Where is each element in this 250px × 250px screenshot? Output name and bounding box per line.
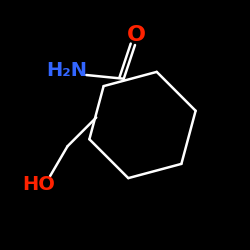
Text: O: O xyxy=(127,25,146,45)
Text: HO: HO xyxy=(22,176,55,195)
Text: H₂N: H₂N xyxy=(46,60,87,80)
